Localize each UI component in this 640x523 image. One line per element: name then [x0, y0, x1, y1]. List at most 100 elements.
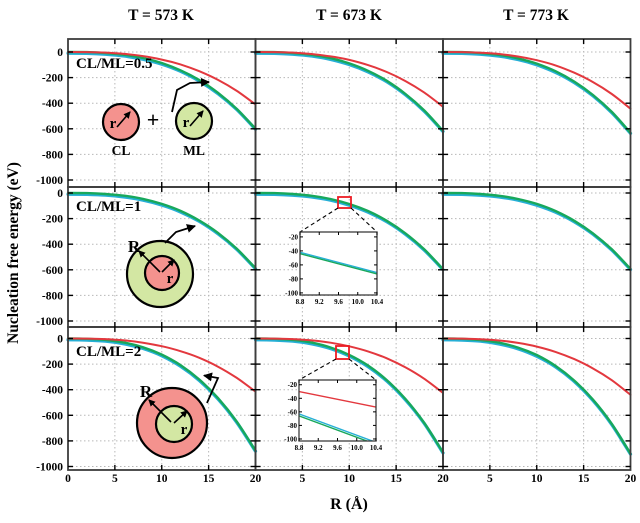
tick-label: -800 — [42, 290, 63, 302]
gridlines — [68, 39, 631, 470]
curve-red — [442, 337, 632, 396]
tick-label: -60 — [289, 261, 299, 269]
curves — [66, 50, 633, 456]
curve-blue — [441, 338, 633, 456]
tick-label: 0 — [65, 473, 71, 485]
tick-label: 9.2 — [315, 298, 324, 306]
axis-ticks — [68, 39, 631, 470]
tick-label: -1000 — [36, 316, 63, 328]
inset-line-green — [300, 253, 377, 275]
tick-label: -800 — [42, 149, 63, 161]
panel-curves-r2c2 — [441, 337, 633, 456]
panel-curves-r1c2 — [441, 191, 633, 272]
tick-label: 0 — [57, 47, 63, 59]
tick-label: -40 — [288, 395, 298, 403]
inset-line-red — [299, 390, 376, 408]
tick-label: -1000 — [36, 175, 63, 187]
tick-label: 20 — [437, 473, 449, 485]
diagram-label-CL: CL — [111, 143, 131, 158]
zoom-region-box — [335, 345, 350, 360]
tick-label: -80 — [288, 422, 298, 430]
tick-label: -20 — [289, 233, 299, 241]
tick-label: 5 — [300, 473, 306, 485]
tick-label: -80 — [289, 275, 299, 283]
tick-label: 15 — [578, 473, 590, 485]
diagram-r-label-row2: r — [166, 271, 174, 287]
tick-label: 8.8 — [296, 298, 305, 306]
tick-label: -600 — [42, 410, 63, 422]
inset-line-blue — [300, 251, 377, 274]
panel-curves-r1c0 — [66, 191, 258, 271]
row-label-clml-2: CL/ML=2 — [76, 344, 142, 360]
tick-label: 10.0 — [352, 298, 365, 306]
tick-label: 9.6 — [334, 298, 343, 306]
tick-label: -800 — [42, 436, 63, 448]
panel-curves-r2c0 — [66, 337, 258, 453]
arrow-to-curve-row3 — [203, 372, 220, 404]
row-label-clml-0.5: CL/ML=0.5 — [76, 56, 153, 72]
tick-label: -40 — [289, 247, 299, 255]
tick-label: -600 — [42, 124, 63, 136]
tick-label: -1000 — [36, 462, 63, 474]
annotation-arrows — [164, 77, 220, 404]
inset-line-blue — [299, 413, 375, 441]
tick-label: -20 — [288, 381, 298, 389]
curve-green — [254, 191, 445, 271]
tick-label: 9.6 — [333, 444, 342, 452]
curve-red — [254, 51, 444, 108]
tick-label: 10 — [344, 473, 356, 485]
tick-label: 5 — [112, 473, 118, 485]
panel-curves-r1c1 — [253, 191, 445, 272]
tick-label: -400 — [42, 98, 63, 110]
column-title-673K: T = 673 K — [316, 7, 382, 24]
tick-label: 0 — [57, 334, 63, 346]
tick-label: -100 — [285, 289, 298, 297]
diagram-R-label-row3: R — [139, 382, 153, 401]
tick-labels: 0-200-400-600-800-10000-200-400-600-800-… — [36, 47, 636, 485]
diagram-R-label-row2: R — [127, 237, 141, 256]
x-axis-label: R (Å) — [330, 496, 368, 513]
curve-green — [66, 191, 257, 270]
tick-label: -200 — [42, 359, 63, 371]
zoom-region-box — [337, 196, 352, 209]
tick-label: 8.8 — [295, 444, 304, 452]
tick-label: -400 — [42, 385, 63, 397]
panel-curves-r0c0 — [66, 50, 258, 131]
diagram-label-ML: ML — [183, 143, 205, 158]
tick-label: 10.4 — [371, 298, 384, 306]
curve-red — [67, 51, 257, 106]
y-axis-label: Nucleation free energy (eV) — [5, 162, 22, 344]
column-title-573K: T = 573 K — [128, 7, 194, 24]
tick-label: 10 — [156, 473, 168, 485]
tick-label: 10.4 — [370, 444, 383, 452]
arrow-to-curve-row2 — [164, 224, 196, 244]
diagram-r-label-cl: r — [109, 116, 117, 132]
tick-label: 20 — [250, 473, 262, 485]
tick-label: -600 — [42, 265, 63, 277]
tick-label: 20 — [625, 473, 637, 485]
tick-label: 15 — [390, 473, 402, 485]
inset-line-green — [299, 415, 369, 441]
row-label-clml-1: CL/ML=1 — [76, 199, 142, 215]
tick-label: 10 — [531, 473, 543, 485]
curve-red — [67, 337, 257, 393]
diagram-r-label-row3: r — [180, 422, 188, 438]
column-title-773K: T = 773 K — [503, 7, 569, 24]
tick-label: 5 — [487, 473, 493, 485]
tick-label: 0 — [57, 188, 63, 200]
tick-label: -100 — [284, 435, 297, 443]
arrow-to-curves-row1 — [171, 77, 210, 113]
diagram-r-label-ml: r — [182, 115, 190, 131]
panel-curves-r0c1 — [253, 50, 445, 134]
curve-red — [442, 51, 632, 110]
tick-label: -60 — [288, 408, 298, 416]
tick-label: -400 — [42, 239, 63, 251]
tick-label: 15 — [203, 473, 215, 485]
tick-label: -200 — [42, 214, 63, 226]
tick-label: 10.0 — [351, 444, 364, 452]
tick-label: 9.2 — [314, 444, 323, 452]
legend-diagrams — [101, 101, 214, 460]
